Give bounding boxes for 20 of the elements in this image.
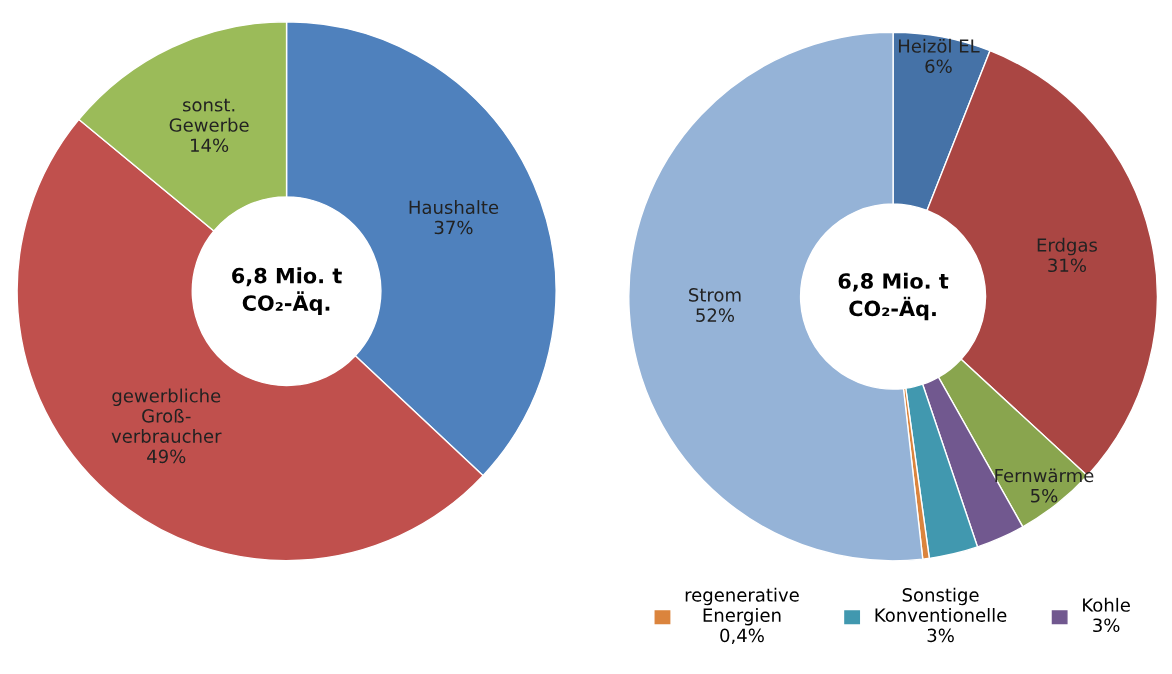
data-label: 0,4% [720,628,764,645]
data-label: 37% [434,220,473,235]
text: 6,8 Mio. t CO₂-Äq. [838,272,949,321]
slice-label: Erdgas [1037,237,1098,256]
data-label: 5% [1031,488,1058,503]
data-label: 52% [696,308,735,322]
data-label: 3% [927,628,954,643]
data-label: 14% [191,138,229,153]
slice-label: Haushalte [409,200,499,215]
text: 6,8 Mio. t CO₂-Äq. [232,267,342,315]
data-label: 6% [925,59,952,74]
legend-label: regenerative Energien [685,587,799,626]
slice-label: Strom [689,288,741,302]
slice-label: sonst. Gewerbe [169,98,249,132]
slice-label: gewerbliche Groß- verbraucher [111,388,222,443]
data-label: 3% [1093,618,1120,633]
data-label: 31% [1048,258,1087,273]
legend-label: Kohle [1083,597,1130,612]
slice-label: Sonstige Konventionelle [875,587,1007,622]
data-label: 49% [147,449,186,464]
